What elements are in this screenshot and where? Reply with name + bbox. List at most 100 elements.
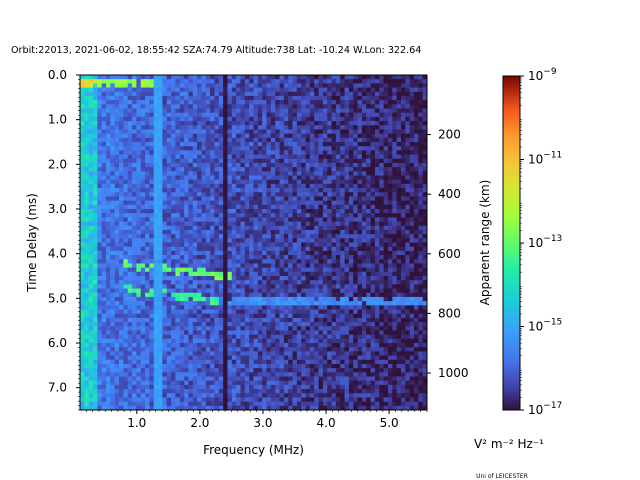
heatmap-cell bbox=[331, 116, 337, 122]
heatmap-cell bbox=[192, 116, 198, 122]
heatmap-cell bbox=[84, 108, 90, 114]
heatmap-cell bbox=[266, 196, 272, 202]
heatmap-cell bbox=[257, 368, 263, 373]
heatmap-cell bbox=[244, 255, 250, 260]
heatmap-cell bbox=[318, 125, 324, 130]
heatmap-cell bbox=[149, 368, 155, 373]
heatmap-cell bbox=[123, 171, 129, 176]
heatmap-cell bbox=[288, 200, 293, 206]
heatmap-cell bbox=[227, 125, 233, 130]
heatmap-cell bbox=[188, 246, 194, 252]
heatmap-cell bbox=[114, 292, 120, 298]
heatmap-cell bbox=[244, 267, 250, 273]
heatmap-cell bbox=[257, 142, 263, 147]
heatmap-cell bbox=[145, 158, 150, 164]
heatmap-cell bbox=[249, 225, 254, 231]
heatmap-cell bbox=[110, 280, 116, 285]
heatmap-cell bbox=[136, 355, 142, 361]
heatmap-cell bbox=[205, 192, 211, 197]
heatmap-cell bbox=[279, 79, 285, 84]
heatmap-cell bbox=[114, 376, 120, 382]
heatmap-cell bbox=[244, 209, 250, 214]
heatmap-cell bbox=[296, 146, 302, 151]
heatmap-cell bbox=[80, 372, 85, 377]
heatmap-cell bbox=[257, 401, 263, 407]
heatmap-cell bbox=[114, 171, 120, 176]
heatmap-cell bbox=[88, 280, 94, 285]
heatmap-cell bbox=[262, 376, 267, 382]
heatmap-cell bbox=[179, 171, 185, 176]
heatmap-cell bbox=[283, 334, 289, 340]
heatmap-cell bbox=[257, 129, 263, 135]
heatmap-cell bbox=[327, 95, 332, 101]
heatmap-cell bbox=[158, 313, 163, 319]
heatmap-cell bbox=[305, 368, 311, 373]
heatmap-cell bbox=[270, 87, 276, 93]
heatmap-cell bbox=[309, 334, 315, 340]
heatmap-cell bbox=[188, 296, 194, 302]
heatmap-cell bbox=[296, 112, 302, 118]
heatmap-cell bbox=[275, 384, 280, 390]
heatmap-cell bbox=[166, 301, 172, 306]
heatmap-cell bbox=[301, 225, 306, 231]
heatmap-cell bbox=[262, 305, 267, 310]
heatmap-cell bbox=[270, 263, 276, 269]
heatmap-cell bbox=[175, 171, 181, 176]
heatmap-cell bbox=[270, 121, 276, 126]
heatmap-cell bbox=[84, 334, 90, 340]
heatmap-cell bbox=[344, 79, 350, 84]
heatmap-cell bbox=[257, 238, 263, 243]
heatmap-cell bbox=[318, 309, 324, 315]
heatmap-cell bbox=[114, 108, 120, 114]
heatmap-cell bbox=[140, 288, 146, 294]
heatmap-cell bbox=[93, 108, 98, 114]
heatmap-cell bbox=[236, 196, 241, 202]
heatmap-cell bbox=[262, 405, 267, 411]
heatmap-cell bbox=[262, 133, 267, 139]
heatmap-cell bbox=[201, 234, 207, 239]
heatmap-cell bbox=[197, 242, 202, 248]
heatmap-cell bbox=[184, 196, 189, 202]
heatmap-cell bbox=[249, 359, 254, 365]
heatmap-cell bbox=[210, 150, 215, 155]
heatmap-cell bbox=[283, 154, 289, 160]
heatmap-cell bbox=[93, 301, 98, 306]
heatmap-cell bbox=[132, 384, 137, 390]
heatmap-cell bbox=[292, 129, 298, 135]
heatmap-cell bbox=[88, 154, 94, 160]
heatmap-cell bbox=[266, 162, 272, 168]
heatmap-cell bbox=[106, 87, 111, 93]
heatmap-cell bbox=[275, 326, 280, 331]
heatmap-cell bbox=[97, 146, 103, 151]
heatmap-cell bbox=[166, 376, 172, 382]
heatmap-cell bbox=[205, 326, 211, 331]
heatmap-cell bbox=[110, 91, 116, 97]
heatmap-cell bbox=[253, 405, 259, 411]
heatmap-cell bbox=[279, 142, 285, 147]
heatmap-cell bbox=[322, 112, 328, 118]
heatmap-cell bbox=[123, 91, 129, 97]
heatmap-cell bbox=[322, 313, 328, 319]
heatmap-cell bbox=[331, 401, 337, 407]
heatmap-cell bbox=[80, 183, 85, 189]
heatmap-cell bbox=[231, 179, 237, 185]
heatmap-cell bbox=[184, 389, 189, 394]
heatmap-cell bbox=[318, 108, 324, 114]
heatmap-cell bbox=[205, 179, 211, 185]
heatmap-cell bbox=[327, 162, 332, 168]
heatmap-cell bbox=[88, 221, 94, 227]
heatmap-cell bbox=[262, 238, 267, 243]
heatmap-cell bbox=[331, 121, 337, 126]
heatmap-cell bbox=[227, 326, 233, 331]
heatmap-cell bbox=[210, 129, 215, 135]
heatmap-cell bbox=[266, 338, 272, 344]
heatmap-cell bbox=[171, 292, 176, 298]
heatmap-cell bbox=[231, 393, 237, 398]
heatmap-cell bbox=[335, 309, 341, 315]
heatmap-cell bbox=[327, 284, 332, 289]
heatmap-cell bbox=[279, 121, 285, 126]
heatmap-cell bbox=[296, 179, 302, 185]
heatmap-cell bbox=[240, 384, 246, 390]
heatmap-cell bbox=[275, 338, 280, 344]
heatmap-cell bbox=[253, 351, 259, 356]
